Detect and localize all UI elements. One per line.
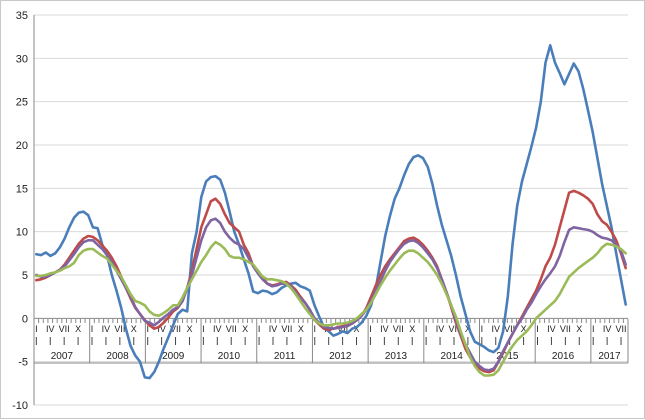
series-line-3 xyxy=(34,217,628,372)
month-tick-label: I xyxy=(592,324,595,334)
y-tick-label: -10 xyxy=(12,400,28,412)
month-tick-label: VII xyxy=(170,324,181,334)
month-tick-label: X xyxy=(354,324,360,334)
month-tick-label: IV xyxy=(436,324,445,334)
y-tick-label: 20 xyxy=(16,140,28,152)
month-tick-label: I xyxy=(35,324,38,334)
plot-area xyxy=(34,43,628,380)
month-tick-label: VII xyxy=(616,324,627,334)
month-tick-label: IV xyxy=(157,324,166,334)
year-label: 2007 xyxy=(51,351,74,362)
year-label: 2012 xyxy=(329,351,352,362)
month-tick-label: I xyxy=(314,324,317,334)
month-tick-label: VII xyxy=(448,324,459,334)
month-tick-label: I xyxy=(425,324,428,334)
month-tick-label: I xyxy=(146,324,149,334)
month-tick-label: X xyxy=(521,324,527,334)
month-tick-label: IV xyxy=(46,324,55,334)
y-tick-label: 30 xyxy=(16,53,28,65)
month-tick-label: I xyxy=(258,324,261,334)
month-tick-label: VII xyxy=(337,324,348,334)
month-tick-label: VII xyxy=(393,324,404,334)
month-tick-label: X xyxy=(186,324,192,334)
year-label: 2009 xyxy=(162,351,185,362)
month-tick-label: VII xyxy=(560,324,571,334)
gridlines xyxy=(34,14,628,406)
month-tick-label: IV xyxy=(102,324,111,334)
month-tick-label: VII xyxy=(59,324,70,334)
y-tick-label: 35 xyxy=(16,10,28,22)
month-tick-label: VII xyxy=(281,324,292,334)
month-tick-label: VII xyxy=(504,324,515,334)
month-tick-label: IV xyxy=(380,324,389,334)
month-tick-label: IV xyxy=(603,324,612,334)
month-tick-label: VII xyxy=(226,324,237,334)
y-tick-label: 10 xyxy=(16,227,28,239)
month-tick-label: X xyxy=(131,324,137,334)
month-tick-label: IV xyxy=(269,324,278,334)
y-tick-label: -5 xyxy=(18,357,28,369)
year-label: 2011 xyxy=(274,351,296,362)
year-label: 2015 xyxy=(496,351,519,362)
month-tick-label: I xyxy=(481,324,484,334)
month-tick-label: X xyxy=(75,324,81,334)
series-line-4 xyxy=(34,240,628,377)
series-line-1 xyxy=(34,43,628,380)
year-label: 2017 xyxy=(598,351,621,362)
year-label: 2010 xyxy=(218,351,241,362)
y-axis: -10 -5 0 5 10 15 20 25 30 35 xyxy=(12,10,35,412)
y-tick-label: 5 xyxy=(22,270,28,282)
month-tick-label: IV xyxy=(213,324,222,334)
y-tick-label: 15 xyxy=(16,183,28,195)
year-label: 2014 xyxy=(441,351,464,362)
y-tick-label: 25 xyxy=(16,97,28,109)
year-label: 2013 xyxy=(385,351,408,362)
year-label: 2008 xyxy=(106,351,129,362)
month-tick-label: X xyxy=(465,324,471,334)
month-tick-label: VII xyxy=(114,324,125,334)
month-tick-label: X xyxy=(298,324,304,334)
month-tick-label: X xyxy=(409,324,415,334)
month-tick-label: X xyxy=(242,324,248,334)
year-label: 2016 xyxy=(552,351,575,362)
month-tick-label: I xyxy=(91,324,94,334)
month-tick-label: IV xyxy=(547,324,556,334)
month-tick-label: I xyxy=(202,324,205,334)
month-tick-label: I xyxy=(536,324,539,334)
y-tick-label: 0 xyxy=(22,313,28,325)
month-tick-label: X xyxy=(576,324,582,334)
month-tick-label: I xyxy=(369,324,372,334)
month-tick-label: IV xyxy=(491,324,500,334)
